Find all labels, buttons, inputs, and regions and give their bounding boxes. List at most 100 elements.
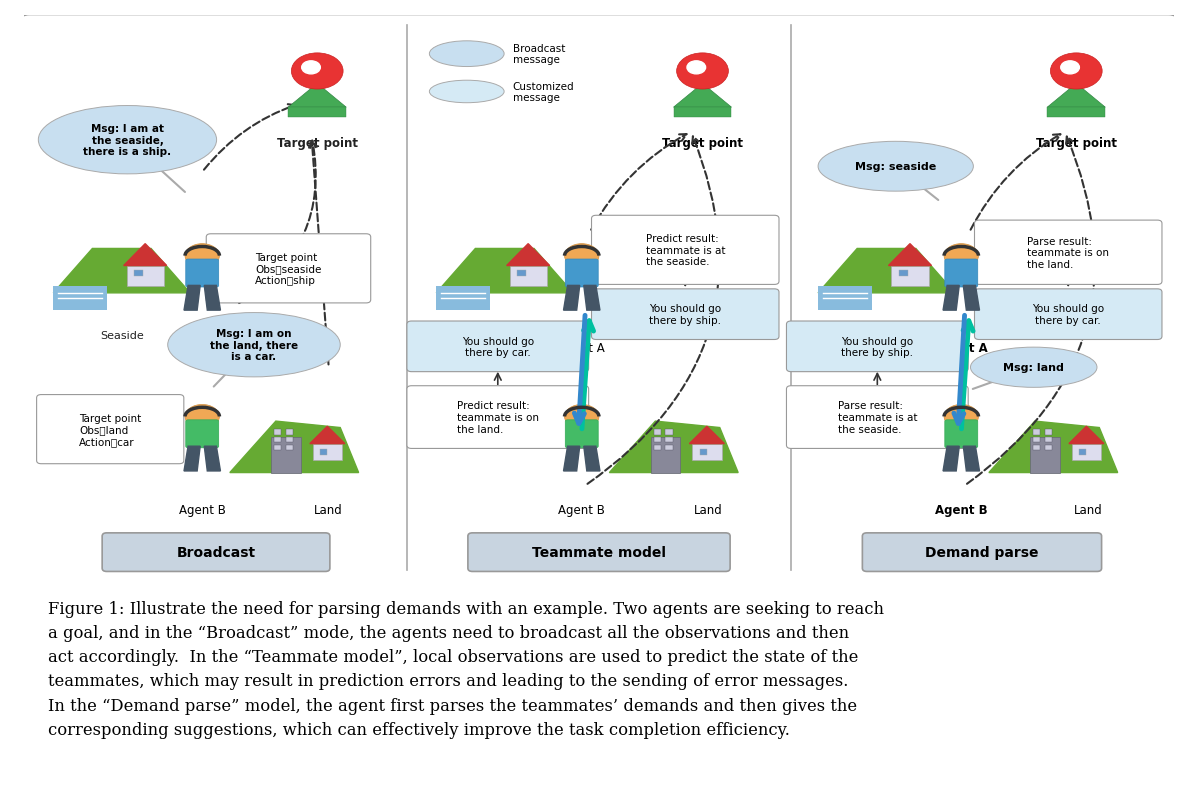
Text: Msg: land: Msg: land <box>1003 363 1064 373</box>
FancyBboxPatch shape <box>436 287 490 311</box>
Text: You should go
there by car.: You should go there by car. <box>1033 304 1105 325</box>
Polygon shape <box>123 244 167 267</box>
Text: Target point: Target point <box>662 137 743 149</box>
Text: Msg: I am on
the land, there
is a car.: Msg: I am on the land, there is a car. <box>210 328 298 362</box>
Ellipse shape <box>38 107 217 175</box>
Circle shape <box>302 62 320 75</box>
Bar <box>286 430 294 435</box>
Text: Agent B: Agent B <box>934 503 987 516</box>
FancyBboxPatch shape <box>592 216 779 285</box>
Circle shape <box>1060 62 1079 75</box>
Bar <box>274 430 282 435</box>
Text: Land: Land <box>314 503 343 516</box>
Text: Target point
Obs：seaside
Action：ship: Target point Obs：seaside Action：ship <box>255 252 322 286</box>
Polygon shape <box>963 286 980 311</box>
FancyArrowPatch shape <box>1065 279 1071 286</box>
Text: Seaside: Seaside <box>483 331 527 340</box>
Text: Target point: Target point <box>1036 137 1117 149</box>
Polygon shape <box>963 446 980 471</box>
Polygon shape <box>289 84 346 108</box>
Polygon shape <box>230 422 358 473</box>
FancyArrowPatch shape <box>565 422 581 429</box>
Polygon shape <box>818 249 955 294</box>
Text: Predict result:
teammate is on
the land.: Predict result: teammate is on the land. <box>456 401 539 434</box>
Circle shape <box>564 244 599 268</box>
FancyBboxPatch shape <box>407 386 588 449</box>
Polygon shape <box>204 446 220 471</box>
Polygon shape <box>583 446 600 471</box>
Text: Predict result:
teammate is at
the seaside.: Predict result: teammate is at the seasi… <box>646 234 725 267</box>
Bar <box>651 438 680 473</box>
FancyBboxPatch shape <box>945 259 978 287</box>
Polygon shape <box>889 244 932 267</box>
Bar <box>1079 450 1087 455</box>
Polygon shape <box>673 84 732 108</box>
Text: Parse result:
teammate is at
the seaside.: Parse result: teammate is at the seaside… <box>837 401 918 434</box>
Text: You should go
there by ship.: You should go there by ship. <box>841 336 913 357</box>
FancyBboxPatch shape <box>565 259 598 287</box>
FancyBboxPatch shape <box>407 321 588 373</box>
Text: You should go
there by ship.: You should go there by ship. <box>649 304 721 325</box>
Polygon shape <box>943 446 960 471</box>
Polygon shape <box>563 286 580 311</box>
Bar <box>274 438 282 442</box>
Polygon shape <box>184 446 200 471</box>
FancyBboxPatch shape <box>102 533 329 572</box>
Text: Agent A: Agent A <box>179 341 225 354</box>
Ellipse shape <box>818 142 973 192</box>
Text: Agent B: Agent B <box>179 503 225 516</box>
Circle shape <box>686 62 706 75</box>
Text: Land: Land <box>1073 503 1102 516</box>
Text: Seaside: Seaside <box>99 331 144 340</box>
Polygon shape <box>610 422 738 473</box>
FancyBboxPatch shape <box>818 287 872 311</box>
Bar <box>1045 438 1052 442</box>
Text: Seaside: Seaside <box>865 331 908 340</box>
Bar <box>286 446 294 450</box>
Circle shape <box>677 54 728 90</box>
FancyArrowPatch shape <box>587 137 719 484</box>
Bar <box>665 446 673 450</box>
Text: Target point
Obs：land
Action：car: Target point Obs：land Action：car <box>79 413 141 446</box>
Polygon shape <box>943 286 960 311</box>
Circle shape <box>1051 54 1102 90</box>
Bar <box>700 450 707 455</box>
Text: Land: Land <box>694 503 722 516</box>
FancyArrowPatch shape <box>599 262 606 268</box>
Bar <box>509 267 546 287</box>
Circle shape <box>944 244 979 268</box>
FancyArrowPatch shape <box>309 141 328 365</box>
Polygon shape <box>204 286 220 311</box>
FancyArrowPatch shape <box>495 374 501 385</box>
FancyArrowPatch shape <box>979 262 986 268</box>
Text: Msg: seaside: Msg: seaside <box>855 162 937 172</box>
Bar <box>313 444 343 460</box>
Polygon shape <box>436 249 573 294</box>
Circle shape <box>291 54 343 90</box>
FancyBboxPatch shape <box>786 321 968 373</box>
Text: Customized
message: Customized message <box>513 82 574 103</box>
Polygon shape <box>310 426 345 444</box>
FancyBboxPatch shape <box>974 221 1162 285</box>
Bar <box>673 108 732 117</box>
FancyArrowPatch shape <box>912 429 950 435</box>
Bar <box>665 430 673 435</box>
Polygon shape <box>184 286 200 311</box>
FancyArrowPatch shape <box>970 135 1060 230</box>
Bar <box>692 444 721 460</box>
FancyBboxPatch shape <box>20 15 1178 581</box>
Bar <box>274 446 282 450</box>
Bar <box>289 108 346 117</box>
Bar <box>900 271 908 276</box>
Text: Broadcast
message: Broadcast message <box>513 44 565 65</box>
Text: Msg: I am at
the seaside,
there is a ship.: Msg: I am at the seaside, there is a shi… <box>84 124 171 157</box>
Bar <box>1045 430 1052 435</box>
Text: Broadcast: Broadcast <box>176 545 255 560</box>
FancyBboxPatch shape <box>186 420 219 448</box>
Ellipse shape <box>429 81 504 104</box>
Bar <box>1045 446 1052 450</box>
Polygon shape <box>507 244 550 267</box>
FancyBboxPatch shape <box>863 533 1102 572</box>
Bar <box>654 446 661 450</box>
FancyBboxPatch shape <box>53 287 107 311</box>
